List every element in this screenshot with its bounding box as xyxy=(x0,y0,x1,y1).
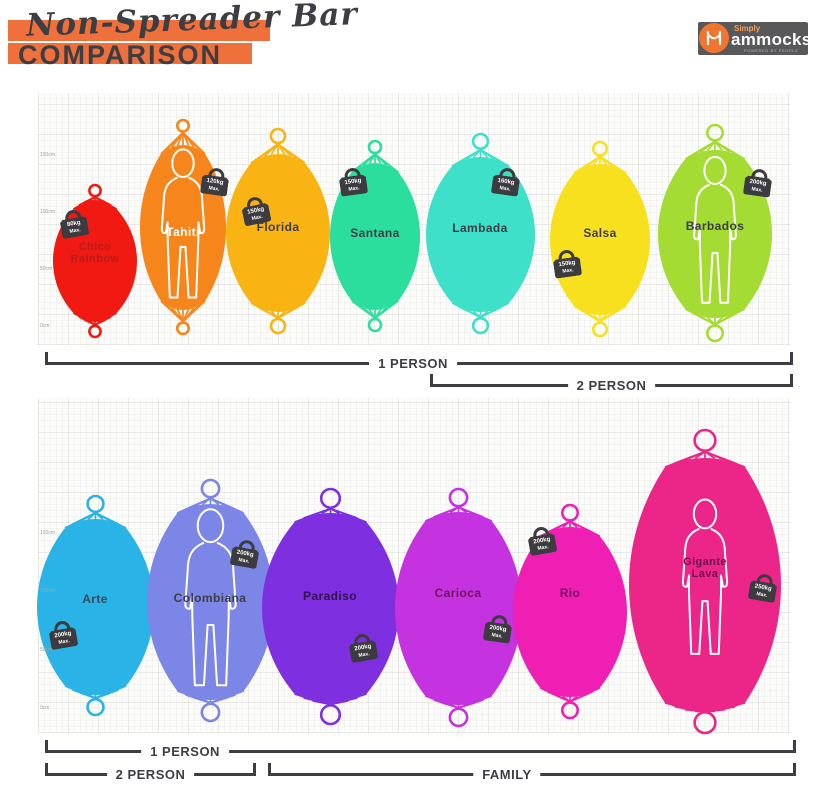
badge-max-suffix: Max. xyxy=(237,557,250,565)
badge-max-suffix: Max. xyxy=(251,213,264,223)
bracket-1-person: 1 PERSON xyxy=(45,740,796,759)
scale-label: 0cm xyxy=(40,705,50,711)
scale-label: 100cm xyxy=(40,588,56,594)
badge-max-suffix: Max. xyxy=(69,227,82,235)
hammock-tahiti xyxy=(140,118,226,336)
bracket-label: 1 PERSON xyxy=(369,356,457,371)
hammock-florida xyxy=(226,127,330,335)
hammock-lambada xyxy=(425,132,535,335)
badge-body: 200kg Max. xyxy=(483,621,512,644)
bracket-label: 2 PERSON xyxy=(567,378,656,393)
badge-max-suffix: Max. xyxy=(348,185,360,193)
scale-label: 50cm xyxy=(40,647,53,653)
bracket-2-person: 2 PERSON xyxy=(45,763,256,782)
bracket-1-person: 1 PERSON xyxy=(45,352,793,371)
badge-body: 120kg Max. xyxy=(200,174,229,197)
bracket-2-person: 2 PERSON xyxy=(430,374,793,393)
page-title: COMPARISON xyxy=(18,40,223,70)
badge-max-suffix: Max. xyxy=(499,185,511,193)
badge-body: 150kg Max. xyxy=(339,174,368,197)
weight-badge-santana: 150kg Max. xyxy=(339,167,368,197)
badge-max-suffix: Max. xyxy=(491,632,503,640)
scale-label: 50cm xyxy=(40,266,53,272)
hammock-carioca xyxy=(394,487,522,728)
hammock-logo-icon xyxy=(699,23,729,53)
hammock-arte xyxy=(36,494,154,717)
badge-body: 150kg Max. xyxy=(553,256,582,279)
title-highlight-bar-bottom xyxy=(8,43,252,64)
hammock-glyph xyxy=(706,30,722,46)
hammock-chico-rainbow xyxy=(53,183,137,339)
weight-badge-barbados: 200kg Max. xyxy=(743,168,772,198)
badge-max-suffix: Max. xyxy=(208,185,220,193)
hammock-paradiso xyxy=(261,487,399,726)
title-highlight-bar-top xyxy=(8,20,270,41)
logo-name-text: ammocks xyxy=(731,30,812,49)
brand-logo: Simply ammocks POWERED BY PEOPLE xyxy=(698,22,811,55)
hammock-rio xyxy=(513,503,627,720)
person-silhouette xyxy=(183,508,237,687)
scale-label: 150cm xyxy=(40,530,56,536)
badge-max-suffix: Max. xyxy=(755,591,768,599)
hammock-gigante-lava xyxy=(629,428,781,735)
chart-bottom: 150cm 100cm 50cm 0cm Arte 200kg Max. Colombiana… xyxy=(36,398,790,735)
weight-badge-carioca: 200kg Max. xyxy=(483,614,512,644)
hammock-salsa xyxy=(550,140,650,338)
badge-max-suffix: Max. xyxy=(537,544,550,552)
badge-max-suffix: Max. xyxy=(751,186,763,194)
bracket-label: 2 PERSON xyxy=(106,767,195,782)
logo-simply-text: Simply xyxy=(734,24,761,33)
person-silhouette xyxy=(693,155,737,304)
person-silhouette xyxy=(681,498,729,655)
person-silhouette xyxy=(160,148,206,299)
weight-badge-salsa: 150kg Max. xyxy=(553,249,582,279)
weight-badge-lambada: 160kg Max. xyxy=(491,167,520,197)
logo-tagline: POWERED BY PEOPLE xyxy=(744,48,799,53)
badge-max-suffix: Max. xyxy=(562,267,574,275)
weight-badge-tahiti: 120kg Max. xyxy=(200,167,229,197)
bracket-label: 1 PERSON xyxy=(141,744,229,759)
bracket-family: FAMILY xyxy=(268,763,796,782)
chart-top: 150cm 100cm 50cm 0cm Chico Rainbow 80kg Max. Tah… xyxy=(38,93,790,345)
badge-body: 160kg Max. xyxy=(491,174,520,197)
scale-label: 0cm xyxy=(40,323,50,329)
badge-body: 200kg Max. xyxy=(743,175,772,198)
hammock-santana xyxy=(330,139,420,333)
scale-label: 100cm xyxy=(40,209,56,215)
hammock-barbados xyxy=(658,123,772,343)
bracket-label: FAMILY xyxy=(473,767,541,782)
badge-max-suffix: Max. xyxy=(358,651,371,659)
badge-max-suffix: Max. xyxy=(58,638,71,646)
title-script: Non-Spreader Bar xyxy=(25,0,359,44)
scale-label: 150cm xyxy=(40,152,56,158)
